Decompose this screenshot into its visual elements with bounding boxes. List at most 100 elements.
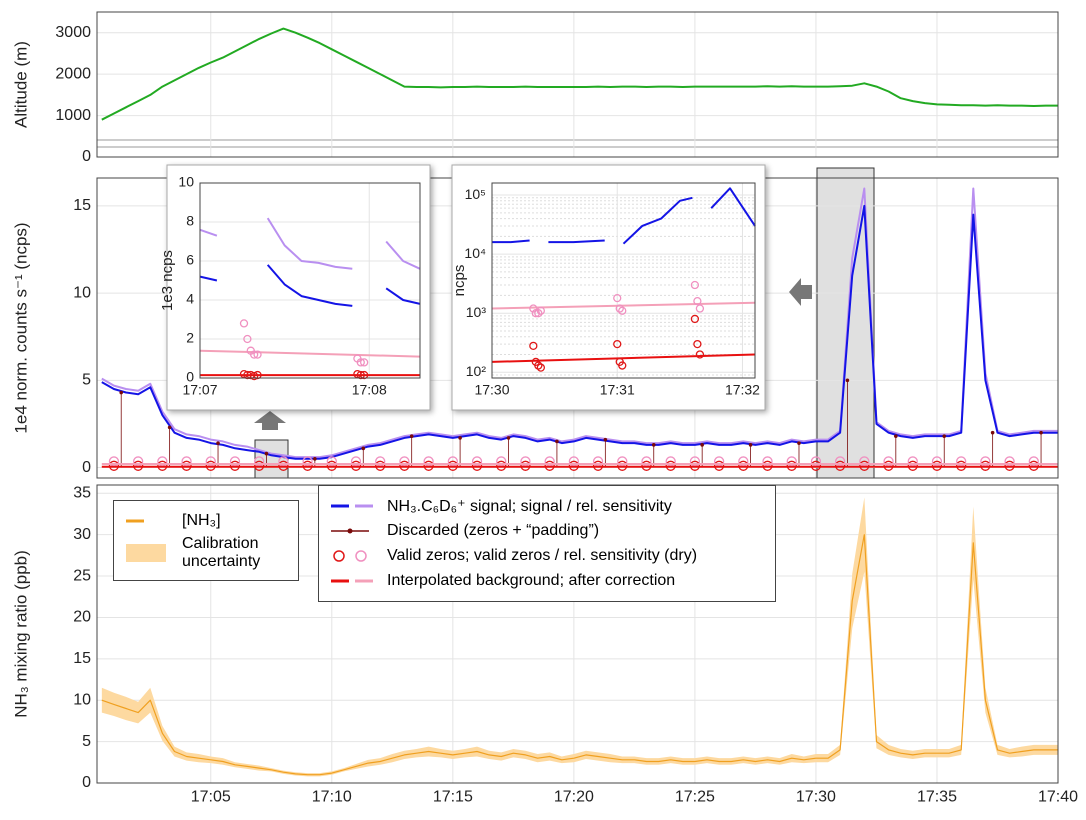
x-tick-label: 17:20 [554, 789, 594, 806]
zero-marker [529, 304, 538, 313]
zero-marker [613, 293, 622, 303]
y-tick-label: 10² [466, 363, 487, 379]
legend-entry: Calibration uncertainty [124, 535, 288, 571]
y-axis-label: NH₃ mixing ratio (ppb) [11, 550, 30, 718]
legend: [NH₃] Calibration uncertainty [113, 500, 299, 581]
axes-frame [491, 182, 756, 379]
zero-marker [693, 296, 702, 306]
inset-box [166, 164, 431, 411]
x-tick-label: 17:07 [182, 381, 217, 397]
y-tick-label: 10⁴ [464, 245, 486, 261]
legend-entry: Discarded (zeros + “padding”) [329, 520, 765, 542]
zero-marker [534, 309, 543, 318]
zero-marker [690, 280, 700, 290]
y-tick-label: 15 [73, 650, 91, 667]
zero-marker [695, 350, 705, 359]
series-line [101, 27, 1058, 121]
discarded-point [942, 434, 947, 438]
legend: NH₃.C₆D₆⁺ signal; signal / rel. sensitiv… [318, 485, 776, 602]
y-tick-label: 0 [186, 369, 194, 385]
y-tick-label: 25 [73, 567, 91, 584]
legend-entry: [NH₃] [124, 510, 288, 532]
x-tick-label: 17:40 [1038, 789, 1078, 806]
legend-label: Discarded (zeros + “padding”) [387, 522, 600, 539]
discarded-point [216, 441, 220, 445]
y-axis-label: 1e4 norm. counts s⁻¹ (ncps) [11, 222, 30, 433]
y-tick-label: 20 [73, 609, 91, 626]
x-tick-label: 17:30 [796, 789, 836, 806]
legend-swatch [126, 544, 166, 562]
zero-marker [243, 334, 252, 344]
zero-marker [250, 350, 259, 359]
discarded-point [506, 436, 511, 440]
zero-marker [618, 306, 627, 315]
zero-marker [356, 358, 365, 367]
legend-swatch [331, 528, 369, 534]
discarded-point [748, 443, 753, 447]
y-tick-label: 3000 [55, 24, 91, 41]
legend-entry: Interpolated background; after correctio… [329, 570, 765, 592]
series-line [199, 349, 421, 358]
y-tick-label: 10 [73, 691, 91, 708]
x-tick-label: 17:32 [725, 381, 760, 397]
legend-swatch [126, 519, 144, 523]
legend-label: Valid zeros; valid zeros / rel. sensitiv… [387, 547, 698, 564]
series-line [199, 264, 421, 307]
x-tick-label: 17:15 [433, 789, 473, 806]
discarded-point [1039, 430, 1043, 435]
series-line [492, 187, 756, 245]
y-tick-label: 5 [82, 372, 91, 389]
zero-marker [360, 370, 369, 380]
y-axis-label: ncps [451, 265, 468, 297]
legend-label: Interpolated background; after correctio… [387, 572, 676, 589]
x-tick-label: 17:10 [312, 789, 352, 806]
zero-marker [536, 363, 545, 372]
y-tick-label: 0 [82, 774, 91, 791]
zero-marker [253, 370, 262, 380]
y-tick-label: 0 [82, 459, 91, 476]
legend-marker [333, 550, 345, 562]
legend-label: Calibration uncertainty [182, 535, 261, 570]
series-line [101, 187, 1058, 459]
arrow [789, 278, 812, 306]
axes-frame [199, 182, 421, 379]
y-tick-label: 2 [186, 330, 194, 346]
zero-marker [690, 314, 700, 324]
discarded-point [797, 441, 801, 445]
zero-marker [618, 361, 627, 370]
zero-marker [356, 370, 365, 380]
zero-marker [239, 319, 249, 328]
discarded-point [651, 443, 656, 447]
legend-swatch [331, 504, 373, 508]
series-line [491, 301, 756, 310]
y-tick-label: 10 [73, 284, 91, 301]
discarded-point [555, 439, 559, 444]
y-axis-label: Altitude (m) [11, 41, 30, 128]
x-tick-label: 17:35 [917, 789, 957, 806]
legend-swatch [333, 550, 367, 562]
zero-marker [529, 341, 538, 351]
discarded-point [119, 390, 124, 395]
highlight [254, 439, 289, 479]
y-tick-label: 35 [73, 484, 91, 501]
legend-swatch [331, 579, 373, 583]
legend-label: NH₃.C₆D₆⁺ signal; signal / rel. sensitiv… [387, 498, 672, 515]
series-line [199, 217, 421, 270]
x-tick-label: 17:31 [600, 381, 635, 397]
discarded-point [361, 446, 366, 451]
discarded-point [167, 425, 172, 430]
zero-marker [534, 361, 543, 370]
y-tick-label: 6 [186, 252, 194, 268]
zero-marker [531, 309, 540, 318]
discarded-point [990, 430, 995, 435]
zero-marker [613, 339, 622, 349]
y-tick-label: 4 [186, 291, 194, 307]
x-tick-label: 17:05 [191, 789, 231, 806]
legend-marker [355, 550, 367, 562]
y-tick-label: 8 [186, 213, 194, 229]
x-tick-label: 17:25 [675, 789, 715, 806]
legend-band [126, 544, 166, 562]
legend-dot [347, 528, 353, 534]
